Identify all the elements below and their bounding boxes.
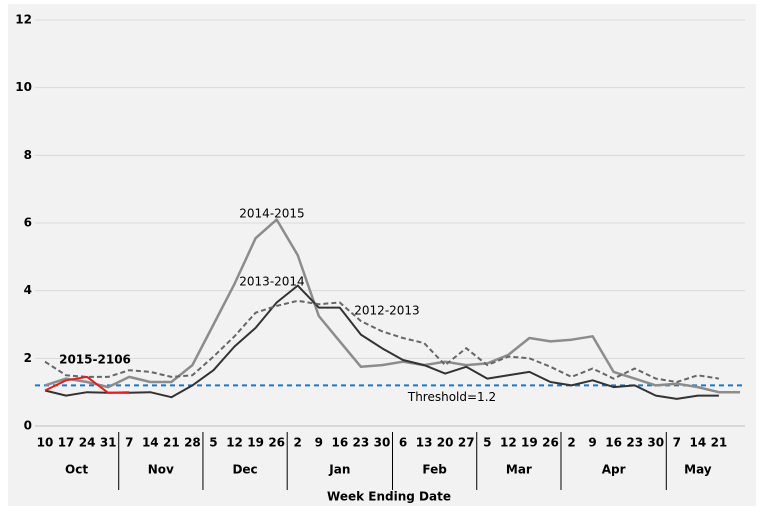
x-tick-label: 28 — [184, 436, 201, 450]
series-label: 2012-2013 — [354, 304, 419, 318]
series-line — [44, 218, 740, 394]
x-tick-label: 5 — [209, 436, 217, 450]
series-line — [44, 284, 719, 400]
x-group-label: Apr — [602, 463, 626, 477]
y-tick-label: 4 — [24, 283, 32, 297]
y-tick-label: 2 — [24, 351, 32, 365]
x-tick-label: 12 — [226, 436, 243, 450]
y-tick-label: 6 — [24, 216, 32, 230]
x-tick-label: 2 — [567, 436, 575, 450]
x-tick-label: 19 — [521, 436, 538, 450]
y-tick-label: 10 — [15, 80, 32, 94]
x-tick-label: 26 — [542, 436, 559, 450]
x-tick-label: 5 — [483, 436, 491, 450]
x-tick-label: 10 — [37, 436, 54, 450]
x-tick-label: 20 — [437, 436, 454, 450]
x-tick-label: 9 — [315, 436, 323, 450]
x-tick-label: 7 — [673, 436, 681, 450]
x-tick-label: 12 — [500, 436, 517, 450]
x-group-label: Feb — [422, 463, 447, 477]
x-tick-label: 13 — [416, 436, 433, 450]
threshold-label: Threshold=1.2 — [407, 390, 496, 404]
x-tick-label: 21 — [711, 436, 728, 450]
x-tick-label: 30 — [374, 436, 391, 450]
x-group-label: Nov — [148, 463, 174, 477]
x-group-label: Jan — [328, 463, 350, 477]
x-tick-label: 17 — [58, 436, 75, 450]
y-tick-label: 12 — [15, 13, 32, 27]
chart-background — [8, 4, 756, 506]
x-group-label: Dec — [232, 463, 257, 477]
x-tick-label: 14 — [142, 436, 159, 450]
x-tick-label: 21 — [163, 436, 180, 450]
x-tick-label: 23 — [626, 436, 643, 450]
series-label: 2013-2014 — [239, 275, 304, 289]
x-tick-label: 7 — [125, 436, 133, 450]
series-label: 2015-2106 — [59, 353, 131, 367]
series-label: 2014-2015 — [239, 207, 304, 221]
x-tick-label: 14 — [690, 436, 707, 450]
x-tick-label: 19 — [247, 436, 264, 450]
series-line — [44, 299, 720, 383]
x-tick-label: 16 — [605, 436, 622, 450]
x-tick-label: 31 — [100, 436, 117, 450]
x-tick-label: 24 — [79, 436, 96, 450]
x-group-label: May — [684, 463, 712, 477]
x-tick-label: 23 — [353, 436, 370, 450]
x-tick-label: 2 — [294, 436, 302, 450]
x-tick-label: 16 — [331, 436, 348, 450]
x-tick-label: 27 — [458, 436, 475, 450]
x-tick-label: 30 — [647, 436, 664, 450]
x-axis-title: Week Ending Date — [327, 490, 451, 504]
x-group-label: Oct — [65, 463, 88, 477]
x-tick-label: 9 — [588, 436, 596, 450]
x-tick-label: 6 — [399, 436, 407, 450]
y-tick-label: 0 — [24, 419, 32, 433]
x-group-label: Mar — [506, 463, 532, 477]
series-line — [44, 375, 130, 394]
y-tick-label: 8 — [24, 148, 32, 162]
x-tick-label: 26 — [268, 436, 285, 450]
